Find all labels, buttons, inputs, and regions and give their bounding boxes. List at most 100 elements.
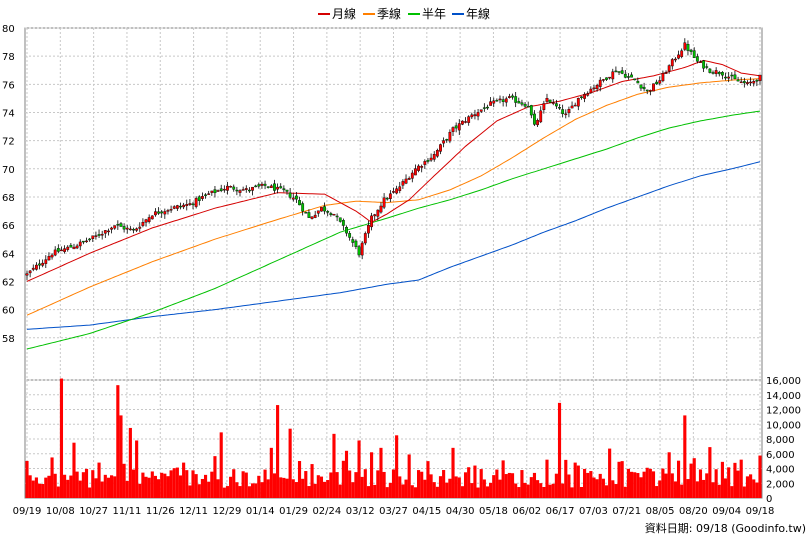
- candle-body: [605, 77, 608, 80]
- candle-body: [529, 105, 533, 116]
- volume-bar: [752, 479, 756, 498]
- candle-body: [533, 113, 536, 125]
- candle-body: [110, 227, 113, 230]
- candle-body: [648, 89, 652, 92]
- legend-item-month[interactable]: 月線: [318, 6, 356, 21]
- candle-body: [398, 186, 402, 191]
- legend-item-quarter[interactable]: 季線: [363, 6, 401, 21]
- volume-bar: [53, 473, 57, 498]
- candle-body: [370, 215, 373, 228]
- volume-bar: [266, 479, 270, 498]
- candle-body: [702, 60, 706, 69]
- candle-body: [323, 206, 326, 212]
- volume-bar: [695, 481, 699, 498]
- volume-bar: [432, 482, 436, 498]
- candle-body: [504, 98, 508, 103]
- volume-bar: [297, 461, 302, 498]
- x-tick-label: 08/05: [646, 506, 675, 517]
- candle-body: [664, 72, 668, 74]
- candle-body: [119, 223, 123, 227]
- candle-body: [426, 159, 430, 162]
- volume-bar: [260, 482, 264, 498]
- candle-body: [567, 109, 571, 114]
- volume-y-tick-label: 14,000: [766, 391, 801, 402]
- candle-body: [583, 94, 586, 99]
- candle-body: [182, 204, 186, 208]
- volume-bar: [423, 479, 427, 498]
- candle-body: [642, 86, 646, 90]
- candle-body: [658, 80, 662, 84]
- x-tick-label: 03/12: [346, 506, 375, 517]
- candle-body: [420, 166, 424, 168]
- volume-bar: [564, 459, 568, 498]
- volume-bar: [169, 470, 173, 498]
- volume-bar: [370, 452, 374, 498]
- volume-bar: [194, 474, 198, 498]
- volume-bar: [435, 486, 439, 498]
- candle-body: [595, 85, 599, 90]
- volume-bar: [604, 485, 609, 498]
- volume-bar: [84, 468, 89, 498]
- volume-bar: [44, 477, 48, 498]
- candle-body: [113, 225, 117, 229]
- volume-bar: [667, 452, 671, 498]
- candle-body: [197, 196, 201, 201]
- candle-body: [201, 196, 204, 199]
- volume-bar: [636, 473, 640, 498]
- volume-bar: [673, 481, 677, 498]
- volume-bar: [357, 440, 361, 498]
- legend-item-year[interactable]: 年線: [452, 6, 490, 21]
- candle-body: [298, 200, 301, 206]
- volume-bar: [463, 472, 468, 498]
- volume-bar: [410, 485, 414, 498]
- candle-body: [363, 233, 367, 244]
- candle-body: [667, 65, 671, 72]
- candle-body: [154, 211, 157, 216]
- candle-body: [219, 188, 223, 192]
- volume-y-tick-label: 10,000: [766, 420, 801, 431]
- legend-item-half[interactable]: 半年: [408, 7, 446, 21]
- volume-bar: [269, 447, 273, 498]
- candle-body: [598, 79, 602, 87]
- x-tick-label: 05/18: [479, 506, 508, 517]
- candle-body: [207, 193, 211, 195]
- volume-bar: [705, 473, 709, 498]
- volume-y-tick-label: 0: [766, 494, 772, 505]
- date-x-axis: 09/19 10/08 10/27 11/11 11/26 12/11 12/29 01/14…: [13, 506, 775, 517]
- candle-body: [680, 50, 684, 57]
- volume-bar: [601, 478, 605, 498]
- candle-body: [482, 107, 486, 109]
- candle-body: [498, 98, 502, 101]
- volume-bar: [97, 462, 101, 498]
- candle-body: [445, 139, 449, 141]
- candle-body: [60, 249, 63, 252]
- candle-body: [69, 244, 73, 248]
- candle-body: [273, 183, 276, 191]
- volume-bar: [492, 475, 496, 498]
- volume-bar: [373, 484, 377, 498]
- volume-bar: [348, 470, 352, 498]
- candle-body: [639, 84, 643, 89]
- candle-body: [514, 96, 518, 103]
- volume-bar: [59, 378, 64, 498]
- volume-bar: [501, 460, 505, 498]
- candle-body: [699, 61, 702, 63]
- candle-body: [573, 104, 577, 107]
- candle-body: [94, 235, 98, 237]
- candle-body: [100, 233, 104, 236]
- volume-bar: [429, 474, 433, 498]
- volume-bar: [182, 462, 186, 498]
- candle-body: [179, 205, 182, 208]
- candle-body: [451, 127, 455, 132]
- candle-body: [345, 227, 348, 234]
- volume-bar: [617, 461, 621, 498]
- candle-body: [711, 72, 715, 74]
- volume-bar: [651, 471, 656, 498]
- candle-body: [107, 230, 110, 233]
- volume-bar: [630, 471, 634, 498]
- candle-body: [542, 103, 546, 110]
- candle-body: [204, 194, 207, 196]
- volume-bar: [144, 476, 148, 498]
- candle-body: [291, 197, 295, 200]
- candle-body: [385, 197, 389, 200]
